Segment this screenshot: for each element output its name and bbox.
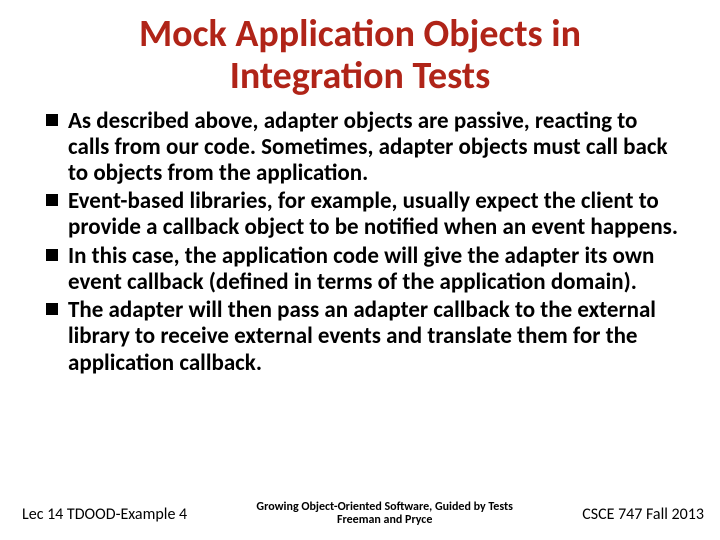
footer-center-line-2: Freeman and Pryce bbox=[187, 514, 582, 527]
list-item: Event-based libraries, for example, usua… bbox=[42, 188, 678, 240]
list-item: The adapter will then pass an adapter ca… bbox=[42, 297, 678, 376]
title-line-1: Mock Application Objects in bbox=[0, 14, 720, 56]
footer-center: Growing Object-Oriented Software, Guided… bbox=[187, 501, 582, 527]
slide-footer: Lec 14 TDOOD-Example 4 Growing Object-Or… bbox=[0, 498, 720, 530]
list-item: As described above, adapter objects are … bbox=[42, 108, 678, 187]
slide-title: Mock Application Objects in Integration … bbox=[0, 0, 720, 104]
slide-body: As described above, adapter objects are … bbox=[0, 104, 720, 376]
bullet-list: As described above, adapter objects are … bbox=[42, 108, 678, 376]
slide: Mock Application Objects in Integration … bbox=[0, 0, 720, 540]
title-line-2: Integration Tests bbox=[0, 56, 720, 98]
footer-left: Lec 14 TDOOD-Example 4 bbox=[22, 505, 187, 524]
footer-right: CSCE 747 Fall 2013 bbox=[582, 505, 704, 524]
list-item: In this case, the application code will … bbox=[42, 243, 678, 295]
